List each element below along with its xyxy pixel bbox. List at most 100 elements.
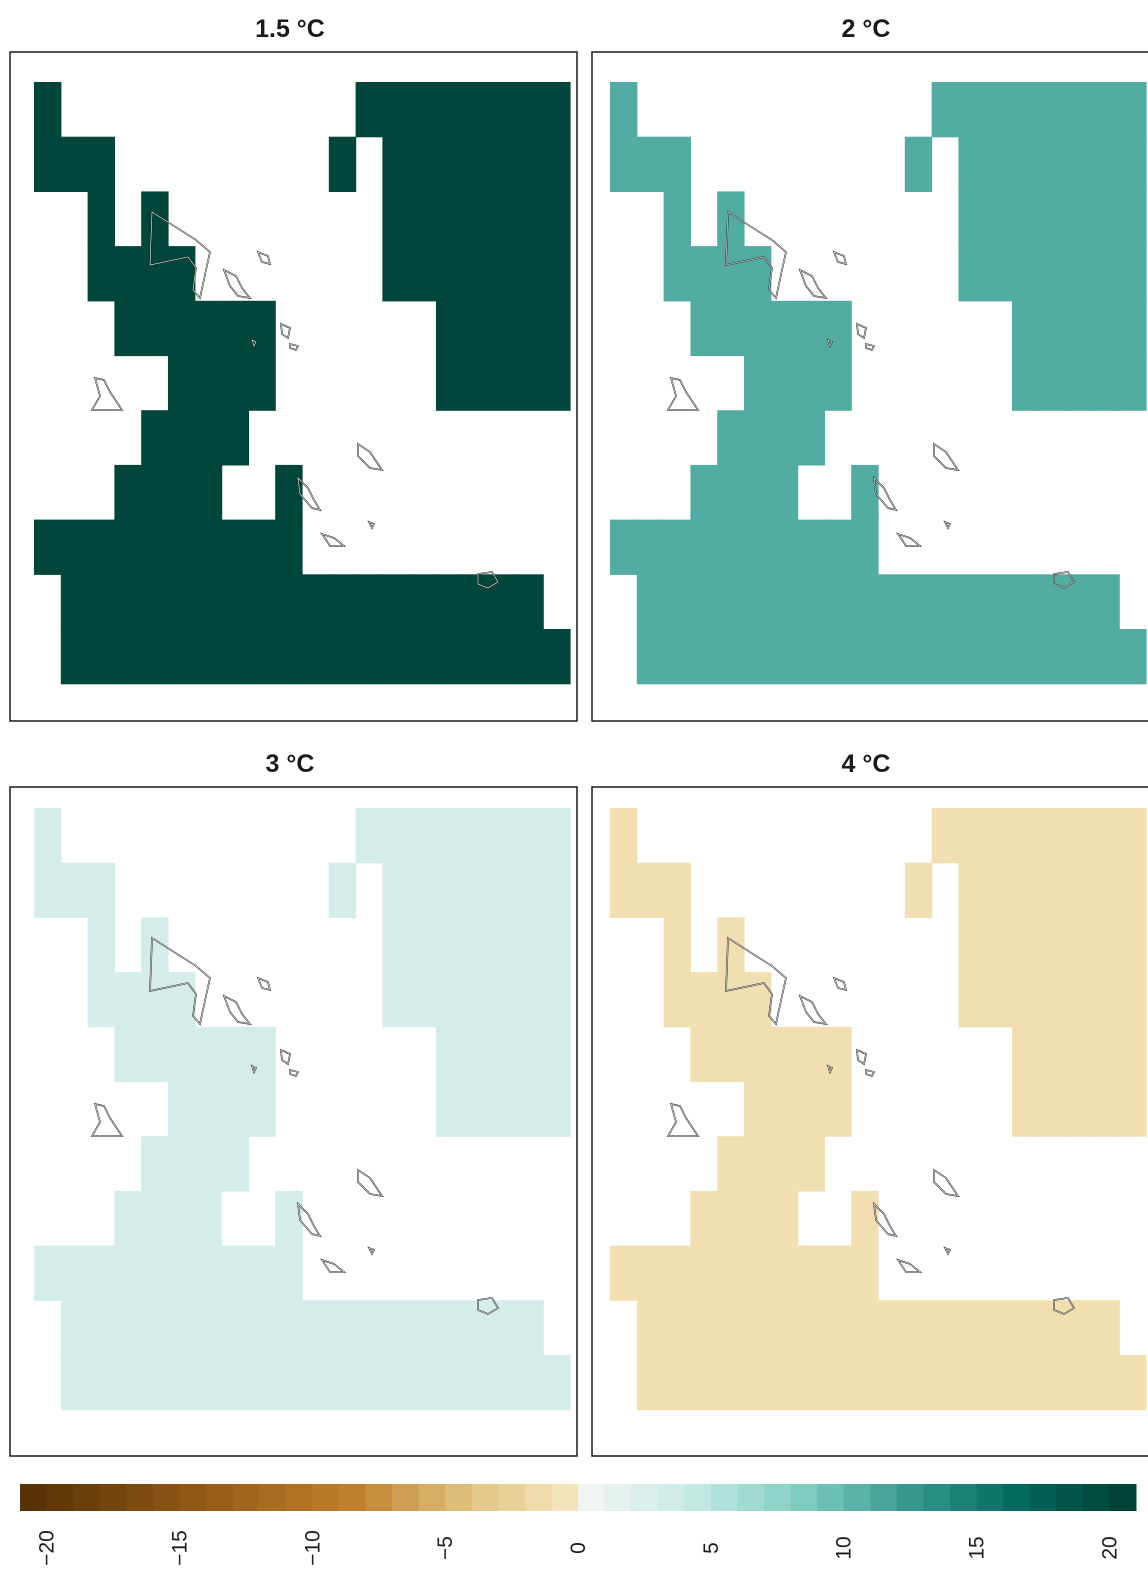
grid-cell	[1012, 191, 1040, 247]
grid-cell	[744, 519, 772, 575]
grid-cell	[851, 519, 879, 575]
grid-cell	[824, 355, 852, 411]
colorbar-swatch	[1029, 1484, 1057, 1511]
grid-cell	[194, 1245, 223, 1301]
grid-cell	[489, 574, 517, 630]
grid-cell	[717, 1300, 745, 1356]
coastline-inner	[251, 339, 257, 347]
grid-cell	[744, 410, 772, 466]
grid-cell	[543, 355, 571, 411]
grid-cell	[717, 246, 745, 302]
grid-cell	[770, 1136, 799, 1192]
grid-cell	[610, 136, 638, 192]
grid-cell	[60, 1355, 89, 1411]
grid-cell	[436, 574, 464, 630]
grid-cell	[194, 1355, 223, 1411]
coastline-inner	[223, 995, 251, 1025]
grid-cell	[744, 300, 772, 357]
grid-cell	[1012, 82, 1040, 138]
grid-cell	[543, 246, 571, 302]
grid-cell	[194, 300, 223, 357]
grid-cell	[1092, 355, 1120, 411]
coastline-inner	[944, 521, 951, 529]
grid-cell	[34, 82, 62, 138]
grid-cell	[248, 1081, 276, 1137]
grid-cell	[744, 1300, 772, 1356]
grid-cell	[221, 1081, 249, 1137]
grid-cell	[1012, 246, 1040, 302]
grid-cell	[489, 136, 517, 192]
grid-cell	[462, 355, 491, 411]
grid-cell	[958, 1355, 986, 1411]
coastline-inner	[357, 443, 383, 471]
grid-cell	[1012, 136, 1040, 192]
grid-cell	[168, 1300, 196, 1356]
grid-cell	[904, 862, 933, 918]
coastline	[933, 1168, 960, 1198]
grid-cell	[636, 519, 665, 575]
grid-cell	[985, 917, 1013, 973]
grid-cell	[87, 862, 115, 918]
grid-cell	[770, 629, 799, 685]
grid-cell	[1092, 862, 1120, 918]
coastline-inner	[799, 995, 827, 1025]
colorbar-swatch	[99, 1484, 127, 1511]
grid-cell	[770, 1300, 799, 1356]
coastline-inner	[933, 443, 959, 471]
grid-cell	[489, 355, 517, 411]
colorbar-tick-label: −15	[168, 1530, 191, 1566]
grid-cell	[436, 1300, 464, 1356]
grid-cell	[851, 574, 879, 630]
grid-cell	[1119, 1026, 1147, 1083]
grid-cell	[690, 574, 718, 630]
grid-cell	[168, 519, 196, 575]
panel-1-coastlines	[90, 210, 500, 589]
grid-cell	[194, 355, 223, 411]
colorbar-tick-label: 5	[700, 1542, 723, 1554]
grid-cell	[744, 629, 772, 685]
grid-cell	[770, 1355, 799, 1411]
colorbar-swatch	[817, 1484, 845, 1511]
grid-cell	[489, 300, 517, 357]
grid-cell	[409, 574, 437, 630]
grid-cell	[1012, 1300, 1040, 1356]
grid-cell	[114, 1245, 142, 1301]
grid-cell	[462, 1026, 491, 1083]
colorbar-swatch	[923, 1484, 951, 1511]
grid-cell	[985, 246, 1013, 302]
grid-cell	[958, 574, 986, 630]
colorbar-swatch	[524, 1484, 552, 1511]
grid-cell	[770, 1026, 799, 1083]
grid-cell	[958, 246, 986, 302]
grid-cell	[958, 136, 986, 192]
panel-1-frame	[9, 51, 578, 722]
grid-cell	[168, 1355, 196, 1411]
grid-cell	[168, 1081, 196, 1137]
grid-cell	[797, 410, 825, 466]
grid-cell	[141, 1245, 169, 1301]
colorbar-tick-label: 20	[1098, 1536, 1121, 1559]
grid-cell	[851, 1300, 879, 1356]
grid-cell	[87, 972, 115, 1028]
grid-cell	[1092, 917, 1120, 973]
grid-cell	[168, 1190, 196, 1247]
grid-cell	[355, 1355, 383, 1411]
grid-cell	[878, 1300, 906, 1356]
grid-cell	[1119, 355, 1147, 411]
grid-cell	[248, 574, 276, 630]
coastline-inner	[357, 1169, 383, 1197]
grid-cell	[382, 1300, 410, 1356]
grid-cell	[194, 1136, 223, 1192]
grid-cell	[141, 574, 169, 630]
grid-cell	[382, 917, 410, 973]
grid-cell	[1065, 300, 1093, 357]
grid-cell	[168, 1245, 196, 1301]
grid-cell	[1038, 1355, 1067, 1411]
grid-cell	[958, 191, 986, 247]
grid-cell	[141, 1136, 169, 1192]
colorbar-swatch	[1082, 1484, 1110, 1511]
colorbar-swatch	[604, 1484, 632, 1511]
grid-cell	[1119, 300, 1147, 357]
grid-cell	[302, 629, 330, 685]
coastline-inner	[833, 977, 847, 991]
